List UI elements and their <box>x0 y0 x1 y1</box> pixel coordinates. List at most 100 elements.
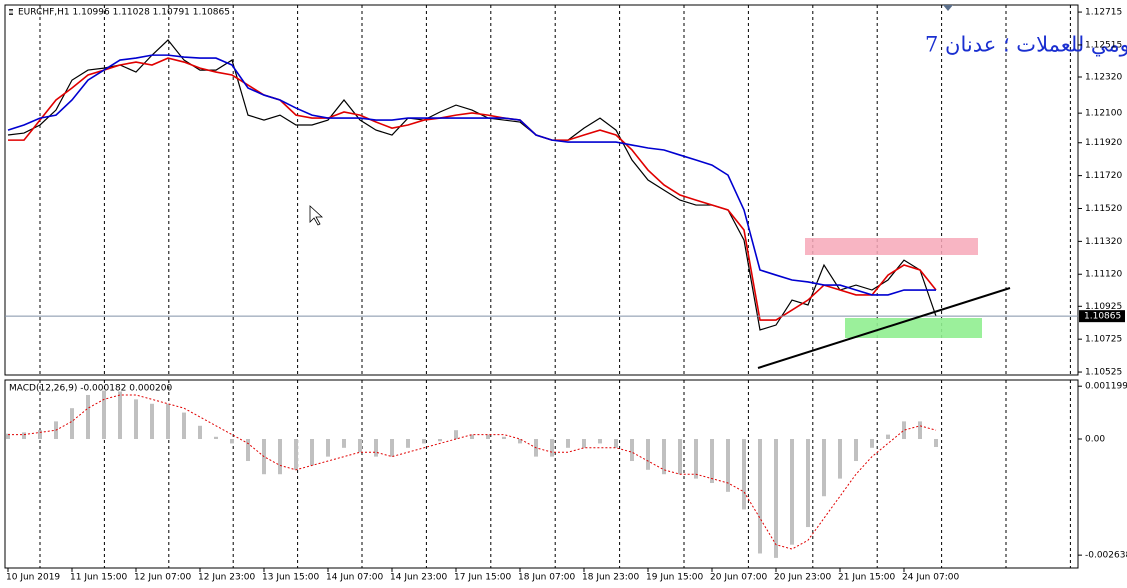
macd-bar <box>726 438 730 492</box>
macd-bar <box>246 438 250 462</box>
price-line <box>7 54 936 296</box>
macd-bar <box>646 438 650 470</box>
macd-bar <box>550 438 554 457</box>
macd-bar <box>86 394 90 439</box>
y-tick-label: 1.10525 <box>1085 368 1122 378</box>
x-tick-label: 20 Jun 07:00 <box>710 573 767 583</box>
macd-bar <box>870 438 874 448</box>
y-tick-label: 1.10925 <box>1085 302 1122 312</box>
macd-bar <box>342 438 346 448</box>
x-tick-label: 14 Jun 23:00 <box>390 573 447 583</box>
price-line <box>8 57 937 321</box>
macd-bar <box>742 438 746 510</box>
y-tick-label: 1.10725 <box>1085 335 1122 345</box>
macd-bar <box>182 412 186 439</box>
y-tick-label: 1.12515 <box>1085 40 1122 50</box>
macd-bar <box>934 438 938 448</box>
macd-bar <box>422 438 426 444</box>
last-price-label: 1.10865 <box>1084 312 1121 322</box>
y-tick-label: 0.001199 <box>1085 382 1127 392</box>
macd-bar <box>374 438 378 457</box>
x-tick-label: 12 Jun 23:00 <box>198 573 255 583</box>
resistance-zone <box>805 238 978 255</box>
symbol-icon <box>9 9 13 15</box>
x-tick-label: 17 Jun 15:00 <box>454 573 511 583</box>
macd-bar <box>678 438 682 475</box>
macd-bar <box>470 434 474 439</box>
macd-bar <box>822 438 826 497</box>
price-panel <box>4 4 1079 376</box>
chart-title: EURCHF,H1 1.10996 1.11028 1.10791 1.1086… <box>18 8 230 18</box>
support-zone <box>845 318 982 338</box>
macd-bar <box>854 438 858 462</box>
x-tick-label: 18 Jun 07:00 <box>518 573 575 583</box>
macd-panel <box>4 379 1079 569</box>
macd-bar <box>406 438 410 448</box>
macd-bar <box>198 425 202 439</box>
y-tick-label: 1.11520 <box>1085 204 1122 214</box>
macd-bar <box>22 432 26 439</box>
macd-bar <box>326 438 330 457</box>
y-tick-label: 1.12320 <box>1085 72 1122 82</box>
macd-bar <box>294 438 298 470</box>
macd-bar <box>278 438 282 475</box>
annotation: التحليل التقني اليومي للعملات ؛ عدنان 7 <box>925 33 1127 58</box>
y-tick-label: 1.11120 <box>1085 270 1122 280</box>
macd-bar <box>598 438 602 444</box>
macd-bar <box>518 438 522 444</box>
macd-bar <box>454 430 458 439</box>
y-tick-label: -0.002638 <box>1085 551 1127 561</box>
y-tick-label: 1.12100 <box>1085 109 1122 119</box>
macd-bar <box>502 436 506 439</box>
y-tick-label: 1.11920 <box>1085 138 1122 148</box>
macd-bar <box>70 408 74 439</box>
macd-bar <box>6 433 10 439</box>
macd-bar <box>694 438 698 479</box>
macd-bar <box>38 430 42 439</box>
x-tick-label: 21 Jun 15:00 <box>838 573 895 583</box>
x-tick-label: 19 Jun 15:00 <box>646 573 703 583</box>
macd-bar <box>790 438 794 545</box>
macd-bar <box>582 438 586 448</box>
macd-bar <box>230 438 234 444</box>
signal-line <box>8 394 937 550</box>
macd-bar <box>214 436 218 439</box>
x-tick-label: 18 Jun 23:00 <box>582 573 639 583</box>
macd-bar <box>662 438 666 475</box>
y-tick-label: 1.12715 <box>1085 8 1122 18</box>
x-tick-label: 13 Jun 15:00 <box>262 573 319 583</box>
x-tick-label: 11 Jun 15:00 <box>70 573 127 583</box>
last-price-box <box>1079 310 1125 323</box>
macd-bar <box>806 438 810 528</box>
macd-bar <box>150 403 154 439</box>
macd-bar <box>886 434 890 439</box>
macd-bar <box>166 403 170 439</box>
mouse-cursor <box>309 205 324 226</box>
macd-bar <box>486 434 490 439</box>
plot <box>5 39 1078 558</box>
macd-bar <box>710 438 714 484</box>
shift-marker <box>943 5 953 11</box>
macd-bar <box>774 438 778 558</box>
y-tick-label: 0.00 <box>1085 434 1105 444</box>
macd-bar <box>358 438 362 453</box>
macd-bar <box>630 438 634 462</box>
macd-bar <box>902 421 906 439</box>
trend-line <box>757 287 1011 369</box>
macd-bar <box>118 391 122 439</box>
macd-bar <box>102 390 106 439</box>
macd-bar <box>134 399 138 439</box>
macd-bar <box>758 438 762 554</box>
macd-bar <box>438 438 442 442</box>
y-tick-label: 1.11320 <box>1085 237 1122 247</box>
macd-bar <box>614 438 618 448</box>
macd-bar <box>390 438 394 457</box>
macd-bar <box>310 438 314 466</box>
y-tick-label: 1.11720 <box>1085 171 1122 181</box>
macd-bar <box>838 438 842 479</box>
separators <box>39 5 1071 568</box>
x-tick-label: 24 Jun 07:00 <box>902 573 959 583</box>
x-tick-label: 12 Jun 07:00 <box>134 573 191 583</box>
x-tick-label: 14 Jun 07:00 <box>326 573 383 583</box>
